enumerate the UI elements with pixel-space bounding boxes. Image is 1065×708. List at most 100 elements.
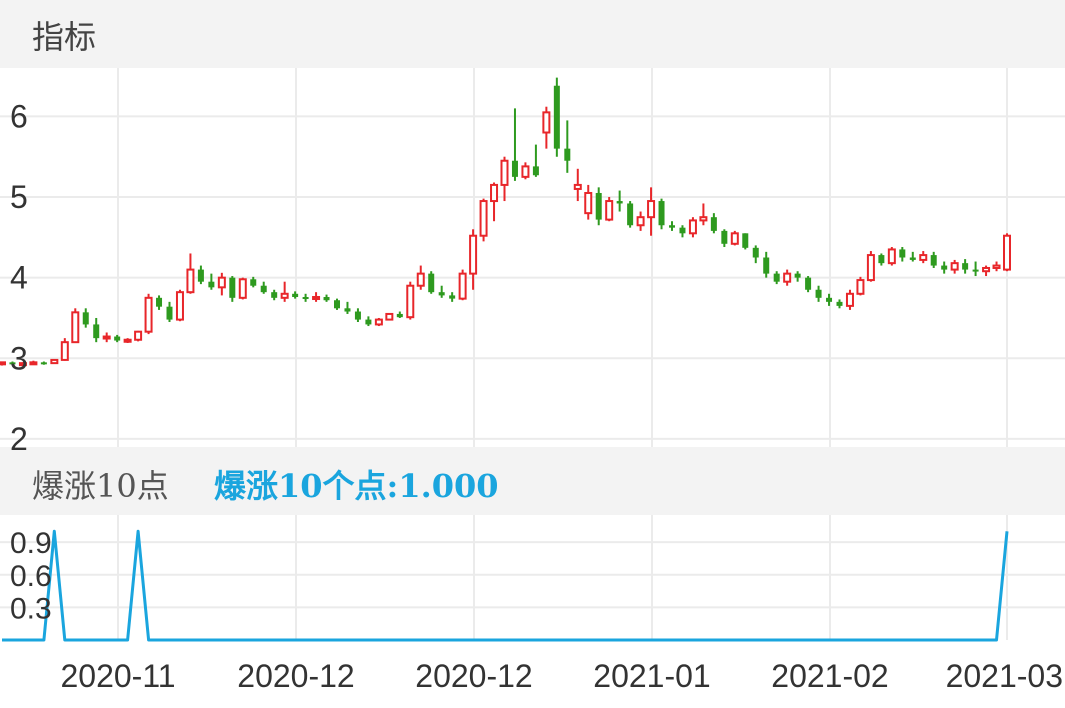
candle-body — [71, 311, 80, 344]
candle-body — [992, 264, 1001, 269]
price-y-axis: 6 5 4 3 2 — [10, 98, 28, 457]
candle-body — [334, 300, 340, 309]
candle-body — [186, 268, 195, 294]
candle-body — [542, 111, 551, 134]
candle-body — [50, 358, 59, 365]
candle-body — [0, 361, 6, 366]
candle-body — [302, 297, 309, 300]
price-y-tick-label: 2 — [10, 421, 28, 457]
candle-body — [238, 278, 247, 299]
candle-body — [794, 273, 801, 278]
candle-body — [647, 200, 656, 219]
date-x-axis: 2020-11 2020-12 2020-12 2021-01 2021-02 2021-… — [60, 658, 1063, 694]
candle-body — [805, 277, 812, 290]
candle-body — [982, 266, 991, 273]
candle-body — [553, 85, 560, 149]
indicator-line — [2, 529, 1009, 642]
candle-body — [658, 201, 665, 226]
candle-body — [40, 362, 47, 365]
x-tick-label: 2021-03 — [946, 658, 1063, 694]
candle-body — [699, 216, 708, 222]
candle-body — [217, 276, 226, 289]
candle-body — [845, 292, 854, 307]
candle-body — [826, 297, 833, 302]
candle-body — [490, 183, 499, 203]
candle-body — [521, 165, 530, 178]
candle-body — [406, 284, 415, 319]
candle-body — [1003, 234, 1011, 271]
candle-body — [82, 312, 89, 325]
candle-body — [385, 312, 394, 321]
x-tick-label: 2021-01 — [593, 658, 710, 694]
candle-body — [679, 227, 686, 234]
candle-body — [721, 230, 728, 244]
candle-body — [292, 293, 299, 298]
candle-body — [344, 308, 351, 312]
candle-body — [208, 281, 215, 288]
candle-body — [374, 318, 383, 326]
candle-body — [950, 262, 959, 271]
candle-body — [878, 255, 885, 264]
candle-body — [930, 255, 937, 266]
candle-body — [229, 277, 236, 298]
price-y-tick-label: 4 — [10, 260, 28, 296]
candle-body — [710, 217, 717, 231]
candle-body — [752, 247, 759, 258]
x-tick-label: 2020-11 — [60, 658, 175, 694]
price-y-tick-label: 3 — [10, 340, 28, 376]
candle-body — [250, 279, 257, 286]
candle-body — [887, 248, 896, 265]
candle-body — [584, 191, 593, 215]
indicator-line-series — [2, 529, 1009, 642]
candle-body — [783, 272, 792, 283]
candle-body — [18, 362, 27, 367]
indicator-y-tick-label: 0.6 — [10, 560, 52, 593]
candle-body — [479, 200, 488, 237]
candle-body — [396, 313, 403, 318]
candle-body — [616, 201, 623, 204]
candle-body — [354, 311, 361, 320]
candle-body — [114, 336, 121, 341]
candle-body — [175, 291, 184, 321]
candle-body — [941, 265, 948, 270]
candle-body — [636, 216, 645, 227]
x-tick-label: 2020-12 — [237, 658, 354, 694]
candle-body — [962, 263, 969, 270]
indicator-y-tick-label: 0.3 — [10, 592, 52, 625]
candle-body — [9, 362, 16, 365]
candle-body — [742, 233, 749, 248]
candle-body — [428, 273, 435, 293]
indicator-legend-bar: 爆涨10点 爆涨10个点:1.000 — [0, 447, 1065, 515]
candle-body — [972, 269, 979, 272]
candle-body — [909, 257, 916, 260]
candle-body — [469, 234, 478, 275]
candle-body — [260, 285, 267, 293]
candle-body — [416, 272, 425, 287]
price-y-tick-label: 6 — [10, 98, 28, 134]
candle-body — [899, 249, 906, 258]
candle-body — [688, 219, 697, 235]
x-tick-label: 2020-12 — [415, 658, 532, 694]
candle-body — [438, 292, 445, 296]
candle-body — [166, 306, 173, 320]
candle-body — [197, 269, 204, 282]
candle-body — [123, 338, 132, 343]
candle-body — [156, 297, 163, 307]
candle-body — [730, 232, 739, 245]
candle-body — [532, 166, 539, 176]
candle-body — [836, 301, 843, 306]
indicator-panel-header: 指标 — [0, 0, 1065, 68]
candle-body — [856, 279, 865, 295]
candle-body — [102, 335, 111, 340]
candle-body — [365, 319, 372, 325]
indicator-value-legend: 爆涨10个点:1.000 — [214, 467, 499, 505]
candle-body — [511, 160, 518, 177]
candle-body — [595, 192, 602, 220]
price-grid — [0, 68, 1065, 447]
x-tick-label: 2021-02 — [771, 658, 888, 694]
candle-body — [144, 296, 153, 333]
price-y-tick-label: 5 — [10, 179, 28, 215]
indicator-y-axis: 0.90.60.3 — [10, 527, 52, 625]
indicator-name[interactable]: 爆涨10点 — [32, 467, 169, 505]
